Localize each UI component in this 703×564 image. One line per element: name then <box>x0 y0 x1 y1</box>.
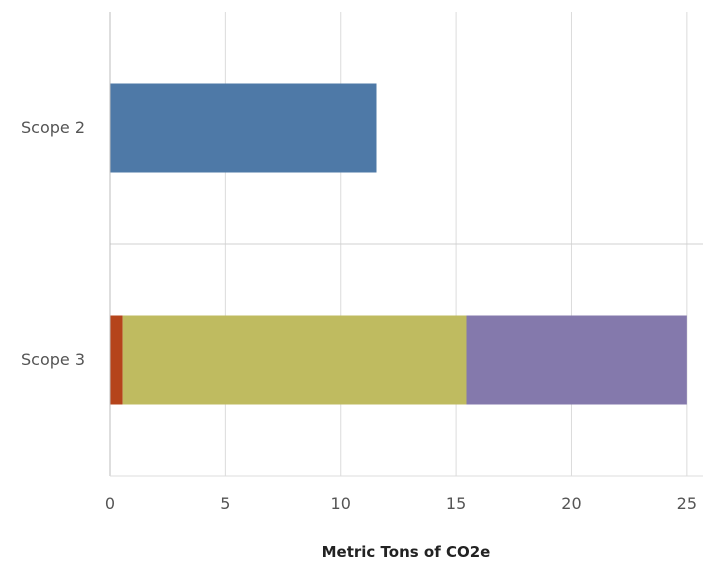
category-label: Scope 3 <box>21 350 85 369</box>
grid <box>110 12 703 476</box>
axes <box>109 12 703 477</box>
category-labels: Scope 2 Scope 3 <box>21 118 85 369</box>
x-tick-label: 15 <box>446 494 466 513</box>
x-axis-title: Metric Tons of CO2e <box>322 543 491 561</box>
bar-segment <box>110 83 377 173</box>
tick-labels: 0 5 10 15 20 25 <box>105 494 697 513</box>
x-tick-label: 25 <box>677 494 697 513</box>
category-label: Scope 2 <box>21 118 85 137</box>
bars <box>110 83 687 405</box>
bar-segment <box>122 315 467 405</box>
x-tick-label: 0 <box>105 494 115 513</box>
x-tick-label: 5 <box>220 494 230 513</box>
bar-segment <box>466 315 687 405</box>
bar-segment <box>110 315 123 405</box>
x-tick-label: 20 <box>561 494 581 513</box>
x-tick-label: 10 <box>331 494 351 513</box>
